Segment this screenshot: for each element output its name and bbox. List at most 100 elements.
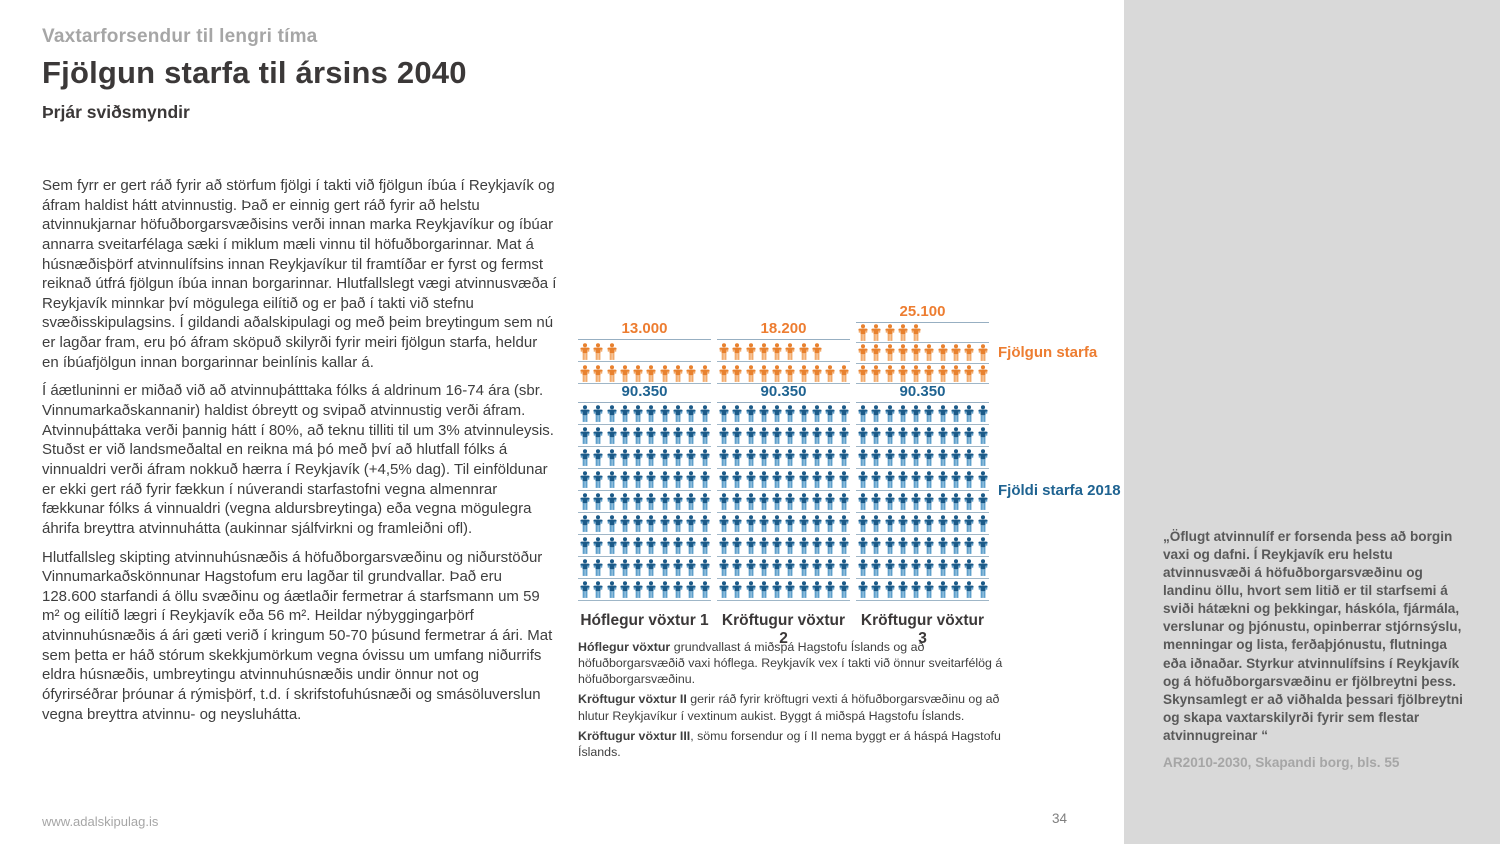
person-icon bbox=[911, 471, 921, 489]
growth-block: 25.100 bbox=[856, 303, 989, 384]
person-icon bbox=[871, 364, 881, 382]
person-icon bbox=[746, 342, 756, 360]
person-icon bbox=[871, 471, 881, 489]
icon-row bbox=[578, 340, 711, 362]
person-icon bbox=[964, 493, 974, 511]
person-icon bbox=[700, 471, 710, 489]
person-icon bbox=[593, 581, 603, 599]
note-1-lead: Hóflegur vöxtur bbox=[578, 640, 671, 654]
person-icon bbox=[885, 344, 895, 362]
person-icon bbox=[633, 493, 643, 511]
person-icon bbox=[799, 493, 809, 511]
person-icon bbox=[951, 449, 961, 467]
person-icon bbox=[700, 449, 710, 467]
person-icon bbox=[924, 449, 935, 467]
person-icon bbox=[700, 559, 710, 577]
person-icon bbox=[911, 581, 921, 599]
person-icon bbox=[964, 581, 974, 599]
person-icon bbox=[785, 449, 796, 467]
icon-row bbox=[717, 491, 850, 513]
person-icon bbox=[785, 471, 796, 489]
person-icon bbox=[924, 515, 935, 533]
person-icon bbox=[799, 427, 809, 445]
icon-row bbox=[856, 343, 989, 364]
person-icon bbox=[924, 427, 935, 445]
person-icon bbox=[839, 364, 849, 382]
person-icon bbox=[858, 581, 868, 599]
person-icon bbox=[885, 493, 895, 511]
person-icon bbox=[871, 559, 881, 577]
person-icon bbox=[858, 323, 868, 341]
person-icon bbox=[700, 515, 710, 533]
person-icon bbox=[646, 559, 657, 577]
person-icon bbox=[898, 344, 908, 362]
person-icon bbox=[839, 427, 849, 445]
person-icon bbox=[607, 364, 617, 382]
person-icon bbox=[924, 559, 935, 577]
person-icon bbox=[825, 515, 835, 533]
person-icon bbox=[799, 581, 809, 599]
person-icon bbox=[978, 405, 988, 423]
person-icon bbox=[700, 581, 710, 599]
person-icon bbox=[646, 471, 657, 489]
pictogram-column: 13.000 90.350 Hóflegur vöxtur 1 bbox=[578, 304, 711, 648]
person-icon bbox=[978, 537, 988, 555]
person-icon bbox=[825, 364, 835, 382]
person-icon bbox=[825, 405, 835, 423]
person-icon bbox=[607, 581, 617, 599]
person-icon bbox=[812, 493, 822, 511]
person-icon bbox=[978, 471, 988, 489]
person-icon bbox=[978, 427, 988, 445]
person-icon bbox=[812, 449, 822, 467]
body-text: Sem fyrr er gert ráð fyrir að störfum fj… bbox=[42, 176, 558, 733]
note-3-lead: Kröftugur vöxtur III bbox=[578, 728, 691, 743]
person-icon bbox=[964, 471, 974, 489]
person-icon bbox=[924, 581, 935, 599]
person-icon bbox=[951, 427, 961, 445]
person-icon bbox=[772, 581, 782, 599]
person-icon bbox=[885, 581, 895, 599]
chart-note-3: Kröftugur vöxtur III, sömu forsendur og … bbox=[578, 728, 1026, 760]
person-icon bbox=[646, 493, 657, 511]
person-icon bbox=[938, 449, 948, 467]
person-icon bbox=[839, 581, 849, 599]
base-block: 90.350 bbox=[717, 383, 850, 601]
person-icon bbox=[746, 559, 756, 577]
person-icon bbox=[911, 323, 921, 341]
person-icon bbox=[746, 493, 756, 511]
person-icon bbox=[772, 515, 782, 533]
icon-row bbox=[578, 513, 711, 535]
person-icon bbox=[633, 515, 643, 533]
paragraph-2: Í áætluninni er miðað við að atvinnuþátt… bbox=[42, 382, 554, 537]
footer-url-link[interactable]: www.adalskipulag.is bbox=[42, 814, 159, 829]
person-icon bbox=[607, 493, 617, 511]
person-icon bbox=[938, 581, 948, 599]
person-icon bbox=[871, 405, 881, 423]
person-icon bbox=[633, 559, 643, 577]
person-icon bbox=[839, 449, 849, 467]
person-icon bbox=[898, 449, 908, 467]
person-icon bbox=[911, 449, 921, 467]
person-icon bbox=[871, 427, 881, 445]
person-icon bbox=[799, 471, 809, 489]
person-icon bbox=[951, 405, 961, 423]
person-icon bbox=[812, 581, 822, 599]
icon-row bbox=[717, 403, 850, 425]
icon-row bbox=[717, 513, 850, 535]
person-icon bbox=[799, 364, 809, 382]
person-icon bbox=[673, 405, 683, 423]
person-icon bbox=[593, 515, 603, 533]
person-icon bbox=[732, 427, 742, 445]
person-icon bbox=[978, 493, 988, 511]
person-icon bbox=[772, 449, 782, 467]
person-icon bbox=[898, 537, 908, 555]
person-icon bbox=[633, 449, 643, 467]
person-icon bbox=[871, 449, 881, 467]
person-icon bbox=[938, 493, 948, 511]
person-icon bbox=[580, 405, 590, 423]
base-block: 90.350 bbox=[578, 383, 711, 601]
person-icon bbox=[580, 364, 590, 382]
person-icon bbox=[746, 427, 756, 445]
icon-row bbox=[717, 425, 850, 447]
kicker-text: Vaxtarforsendur til lengri tíma bbox=[42, 26, 318, 47]
